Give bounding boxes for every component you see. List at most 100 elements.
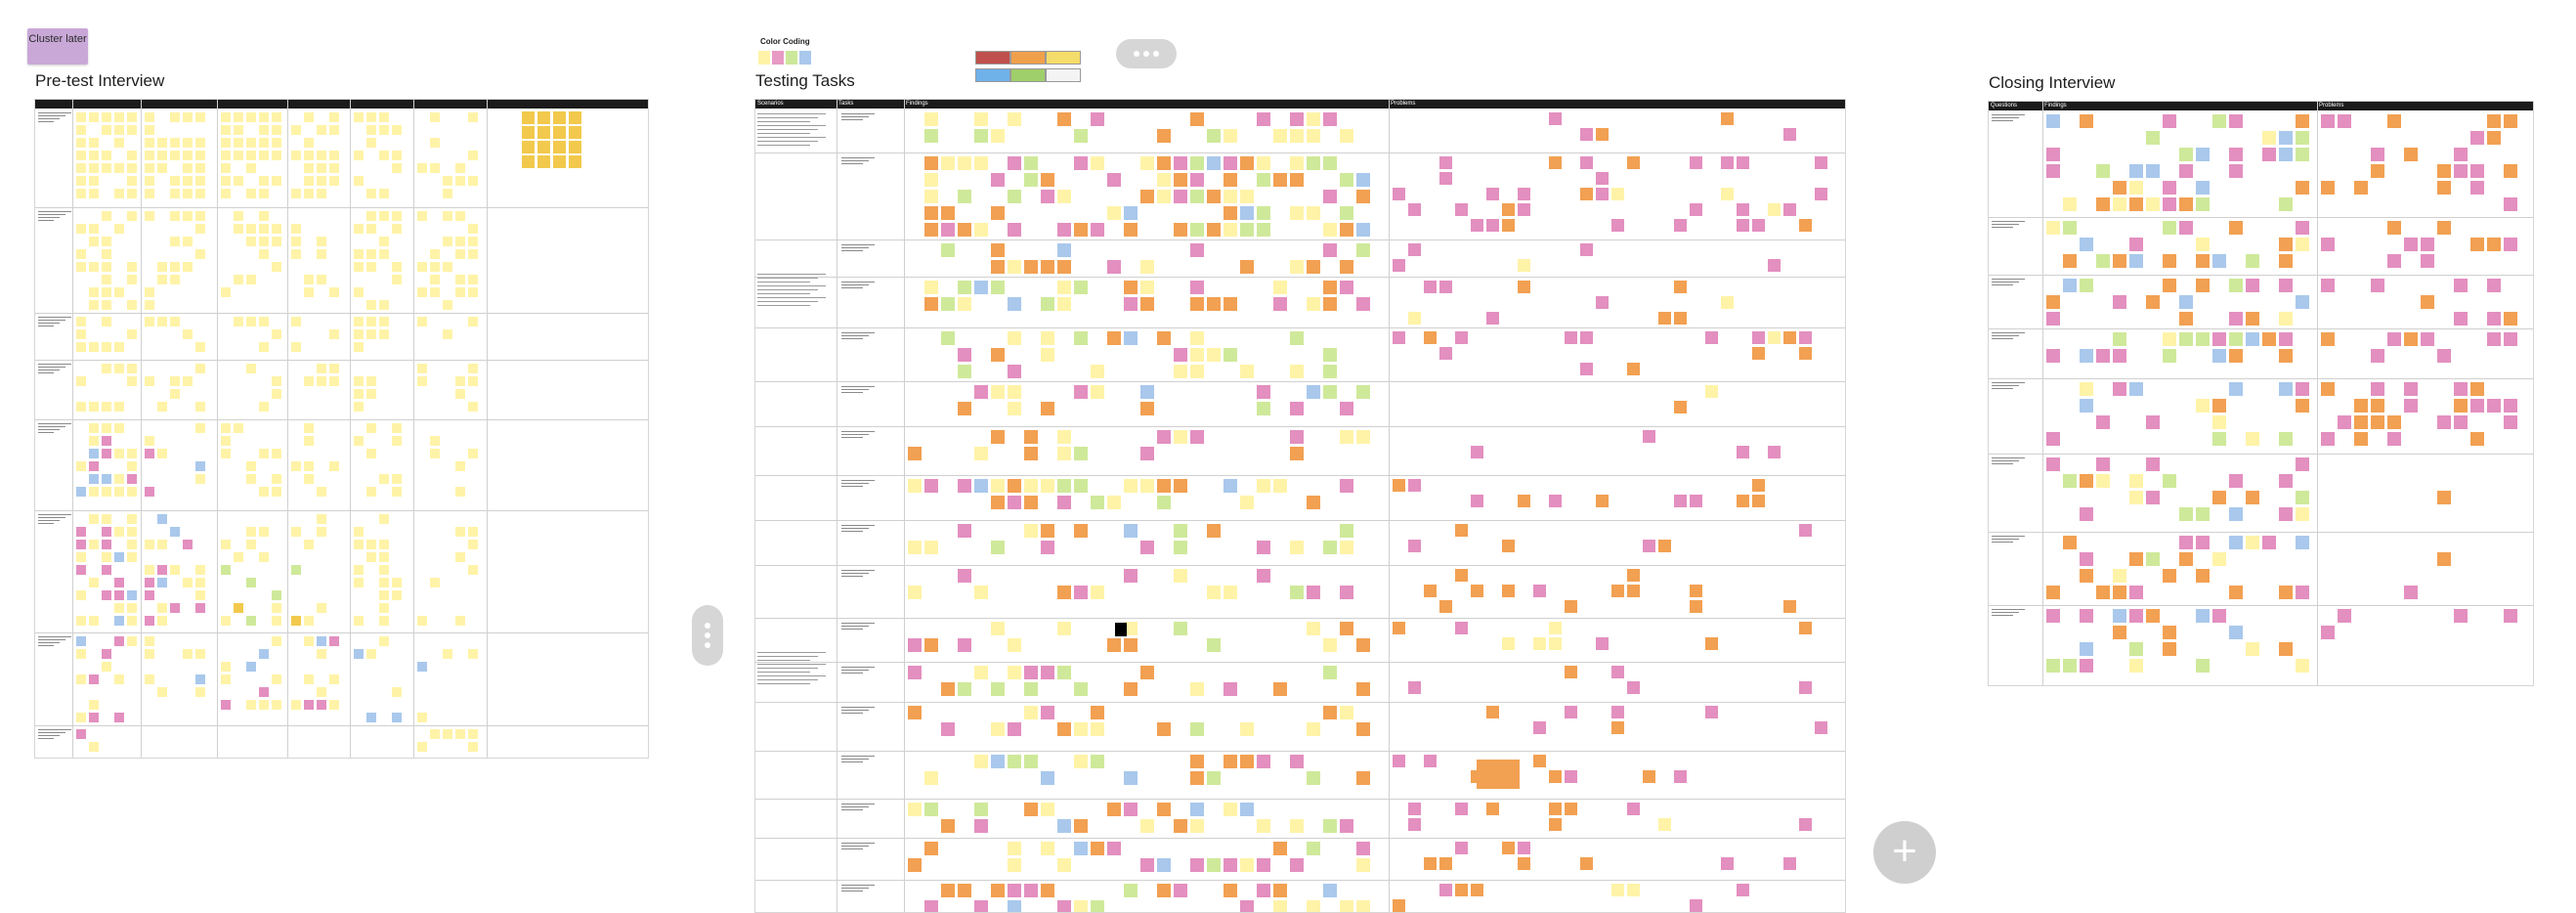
sticky-note[interactable] bbox=[145, 376, 154, 386]
sticky-note[interactable] bbox=[102, 364, 111, 373]
sticky-note[interactable] bbox=[1705, 706, 1718, 718]
sticky-note[interactable] bbox=[366, 249, 376, 259]
sticky-note[interactable] bbox=[1752, 347, 1765, 360]
sticky-note[interactable] bbox=[317, 700, 326, 710]
sticky-note[interactable] bbox=[246, 461, 256, 471]
sticky-note[interactable] bbox=[366, 224, 376, 234]
sticky-note[interactable] bbox=[2321, 279, 2335, 292]
sticky-note[interactable] bbox=[127, 552, 137, 562]
sticky-note[interactable] bbox=[1783, 857, 1796, 870]
sticky-note[interactable] bbox=[127, 275, 137, 284]
sticky-note[interactable] bbox=[1580, 857, 1593, 870]
sticky-note[interactable] bbox=[1224, 348, 1237, 362]
sticky-note[interactable] bbox=[924, 129, 938, 143]
sticky-note[interactable] bbox=[2354, 415, 2368, 429]
sticky-note[interactable] bbox=[1190, 722, 1204, 736]
sticky-note[interactable] bbox=[1240, 858, 1254, 872]
sticky-note[interactable] bbox=[417, 163, 427, 173]
sticky-note[interactable] bbox=[234, 138, 243, 148]
sticky-note[interactable] bbox=[974, 803, 988, 816]
sticky-note[interactable] bbox=[2504, 238, 2517, 251]
sticky-note[interactable] bbox=[259, 317, 269, 326]
sticky-note[interactable] bbox=[76, 487, 86, 497]
sticky-note[interactable] bbox=[291, 249, 301, 259]
sticky-note[interactable] bbox=[392, 211, 402, 221]
sticky-note[interactable] bbox=[1340, 706, 1353, 719]
sticky-note[interactable] bbox=[379, 125, 389, 135]
sticky-note[interactable] bbox=[1674, 770, 1687, 783]
sticky-note[interactable] bbox=[455, 249, 465, 259]
sticky-note[interactable] bbox=[1190, 190, 1204, 203]
sticky-note[interactable] bbox=[2063, 474, 2077, 488]
sticky-note[interactable] bbox=[2129, 238, 2143, 251]
sticky-note[interactable] bbox=[272, 474, 281, 484]
pretest-interview-board[interactable] bbox=[34, 99, 649, 759]
sticky-note[interactable] bbox=[366, 389, 376, 399]
sticky-note[interactable] bbox=[246, 189, 256, 198]
sticky-note[interactable] bbox=[1207, 190, 1221, 203]
sticky-note[interactable] bbox=[1340, 524, 1353, 538]
sticky-note[interactable] bbox=[443, 300, 452, 310]
sticky-note[interactable] bbox=[1518, 259, 1530, 272]
sticky-note[interactable] bbox=[1091, 223, 1104, 237]
sticky-note[interactable] bbox=[272, 616, 281, 626]
sticky-note[interactable] bbox=[2229, 626, 2243, 639]
sticky-note[interactable] bbox=[195, 138, 205, 148]
sticky-note[interactable] bbox=[234, 552, 243, 562]
sticky-note[interactable] bbox=[1257, 479, 1270, 493]
sticky-note[interactable] bbox=[2080, 114, 2093, 128]
sticky-note[interactable] bbox=[1240, 260, 1254, 274]
sticky-note[interactable] bbox=[2113, 569, 2126, 583]
sticky-note[interactable] bbox=[272, 590, 281, 600]
sticky-note[interactable] bbox=[2046, 586, 2060, 599]
sticky-note[interactable] bbox=[1690, 585, 1702, 597]
sticky-note[interactable] bbox=[1455, 842, 1468, 854]
sticky-note[interactable] bbox=[417, 713, 427, 722]
sticky-note[interactable] bbox=[102, 423, 111, 433]
sticky-note[interactable] bbox=[89, 138, 99, 148]
sticky-note[interactable] bbox=[1290, 129, 1304, 143]
sticky-note[interactable] bbox=[1471, 446, 1483, 458]
sticky-note[interactable] bbox=[2146, 491, 2160, 504]
sticky-note[interactable] bbox=[1091, 842, 1104, 855]
sticky-note[interactable] bbox=[1737, 446, 1749, 458]
sticky-note[interactable] bbox=[1074, 447, 1088, 460]
sticky-note[interactable] bbox=[2113, 332, 2126, 346]
sticky-note[interactable] bbox=[1323, 112, 1337, 126]
sticky-note[interactable] bbox=[170, 275, 180, 284]
sticky-note[interactable] bbox=[89, 189, 99, 198]
sticky-note[interactable] bbox=[1057, 223, 1071, 237]
sticky-note[interactable] bbox=[1340, 430, 1353, 444]
sticky-note[interactable] bbox=[272, 138, 281, 148]
sticky-note[interactable] bbox=[2080, 569, 2093, 583]
sticky-note[interactable] bbox=[102, 249, 111, 259]
sticky-note[interactable] bbox=[468, 402, 478, 412]
sticky-note[interactable] bbox=[941, 223, 955, 237]
sticky-note[interactable] bbox=[127, 590, 137, 600]
sticky-note[interactable] bbox=[195, 674, 205, 684]
sticky-note[interactable] bbox=[1174, 569, 1187, 583]
sticky-note[interactable] bbox=[102, 436, 111, 446]
sticky-note[interactable] bbox=[974, 281, 988, 294]
sticky-note[interactable] bbox=[1356, 842, 1370, 855]
sticky-note[interactable] bbox=[2504, 114, 2517, 128]
sticky-note[interactable] bbox=[2470, 432, 2484, 446]
sticky-note[interactable] bbox=[974, 479, 988, 493]
sticky-note[interactable] bbox=[1124, 297, 1138, 311]
sticky-note[interactable] bbox=[89, 742, 99, 752]
sticky-note[interactable] bbox=[1174, 348, 1187, 362]
sticky-note[interactable] bbox=[2437, 181, 2451, 195]
sticky-note[interactable] bbox=[2279, 197, 2293, 211]
sticky-note[interactable] bbox=[522, 141, 535, 153]
sticky-note[interactable] bbox=[2229, 148, 2243, 161]
sticky-note[interactable] bbox=[1768, 331, 1781, 344]
sticky-note[interactable] bbox=[908, 586, 922, 599]
sticky-note[interactable] bbox=[1323, 243, 1337, 257]
sticky-note[interactable] bbox=[2404, 332, 2418, 346]
sticky-note[interactable] bbox=[2338, 114, 2351, 128]
sticky-note[interactable] bbox=[379, 249, 389, 259]
sticky-note[interactable] bbox=[2279, 238, 2293, 251]
sticky-note[interactable] bbox=[1439, 347, 1452, 360]
sticky-note[interactable] bbox=[1257, 402, 1270, 415]
sticky-note[interactable] bbox=[468, 649, 478, 659]
